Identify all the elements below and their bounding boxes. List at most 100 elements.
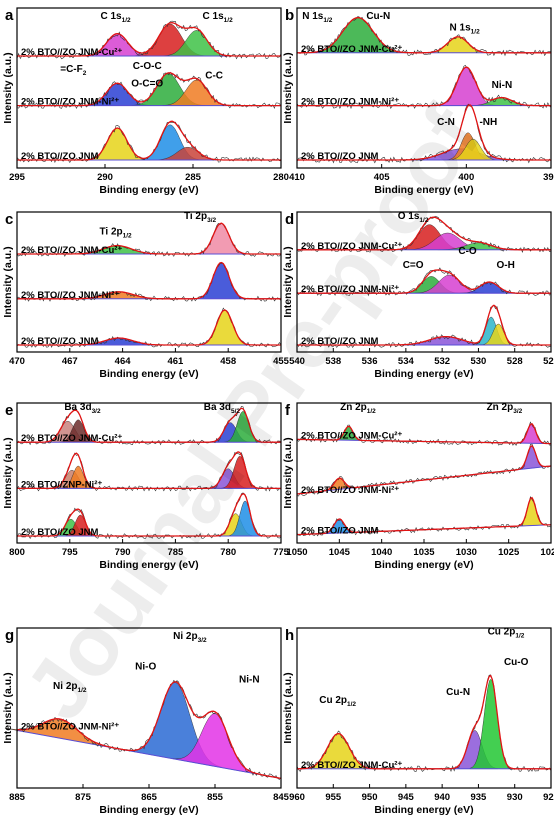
sample-label: 2% BTO//ZO JNM-Cu²⁺	[301, 241, 402, 252]
peak-annotation: Cu-N	[366, 11, 390, 22]
plot-frame	[16, 211, 282, 353]
spectrum: 2% BTO//ZO JNM-Cu²⁺	[296, 421, 552, 446]
sample-label: 2% BTO//ZO JNM-Ni²⁺	[21, 721, 119, 732]
x-tick-label: 855	[207, 792, 224, 803]
spectrum: 2% BTO//ZO JNM-Ni²⁺	[4, 679, 282, 780]
peak-annotation: O 1s1/2	[398, 211, 429, 224]
sample-label: 2% BTO//ZO JNM-Cu²⁺	[301, 44, 402, 55]
spectrum: 2% BTO//ZO JNM-Ni²⁺	[16, 71, 282, 110]
plot-frame	[296, 627, 552, 789]
peak-annotation: N 1s1/2	[302, 11, 333, 24]
plot-frame	[296, 7, 552, 169]
x-tick-label: 1035	[413, 547, 435, 558]
fit-envelope-line	[17, 222, 281, 255]
panel-d: d 2% BTO//ZO JNM-Cu²⁺ 2% BTO//ZO JNM-Ni²⁺ 2…	[282, 211, 554, 380]
peak-annotation: Cu 2p1/2	[488, 626, 525, 639]
peak-annotation: C-O	[458, 246, 477, 257]
sample-label: 2% BTO//ZO JNM	[301, 151, 379, 162]
sample-label: 2% BTO//ZNP-Ni²⁺	[21, 479, 102, 490]
sample-label: 2% BTO//ZO JNM-Ni²⁺	[301, 485, 399, 496]
panel-a: a 2% BTO//ZO JNM-Cu²⁺ 2% BTO//ZO JNM-Ni²⁺ 2…	[2, 7, 289, 196]
x-axis-label: Binding energy (eV)	[99, 559, 198, 571]
fit-envelope-line	[17, 681, 282, 780]
x-tick-label: 395	[543, 172, 554, 183]
x-tick-label: 800	[9, 547, 25, 558]
x-tick-label: 470	[9, 356, 25, 367]
peak-annotation: C-N	[437, 117, 455, 128]
x-tick-label: 1030	[456, 547, 477, 558]
panel-h: h 2% BTO//ZO JNM-Cu²⁺ Cu 2p1/2 Cu-O Cu-N Cu 2…	[282, 626, 554, 816]
y-axis-label: Intensity (a.u.)	[2, 52, 14, 123]
spectrum: 2% BTO//ZO JNM-Ni²⁺	[296, 64, 552, 110]
panel-b: b 2% BTO//ZO JNM-Cu²⁺ 2% BTO//ZO JNM-Ni²⁺ 2…	[282, 7, 554, 196]
sample-label: 2% BTO//ZO JNM-Cu²⁺	[21, 245, 122, 256]
spectrum: 2% BTO//ZO JNM-Ni²⁺	[16, 261, 282, 302]
fit-envelope-line	[17, 22, 281, 57]
spectrum: 2% BTO//ZO JNM-Cu²⁺	[296, 16, 552, 57]
component-peak	[199, 309, 251, 346]
sample-label: 2% BTO//ZO JNM-Ni²⁺	[301, 284, 399, 295]
peak-annotation: Cu-O	[504, 657, 529, 668]
x-tick-label: 455	[273, 356, 290, 367]
sample-label: 2% BTO//ZO JNM	[301, 336, 379, 347]
sample-label: 2% BTO//ZO JNM	[21, 527, 99, 538]
x-axis-label: Binding energy (eV)	[99, 804, 198, 816]
x-tick-label: 1025	[498, 547, 520, 558]
sample-label: 2% BTO//ZO JNM-Cu²⁺	[301, 760, 402, 771]
x-tick-label: 290	[97, 172, 113, 183]
x-tick-label: 532	[434, 356, 450, 367]
x-tick-label: 930	[507, 792, 523, 803]
x-tick-label: 940	[434, 792, 450, 803]
x-tick-label: 775	[273, 547, 290, 558]
spectrum: 2% BTO//ZO JNM	[296, 496, 552, 537]
peak-annotation: C 1s1/2	[203, 11, 234, 24]
panel-g: g 2% BTO//ZO JNM-Ni²⁺ Ni 2p3/2 Ni-O Ni-N Ni 2…	[2, 627, 290, 816]
peak-annotation: C-C	[205, 70, 223, 81]
fit-envelope-line	[17, 492, 281, 537]
x-tick-label: 780	[220, 547, 236, 558]
x-tick-label: 295	[9, 172, 26, 183]
fit-envelope-line	[296, 444, 552, 495]
sample-label: 2% BTO//ZO JNM-Cu²⁺	[21, 433, 122, 444]
y-axis-label: Intensity (a.u.)	[282, 246, 294, 317]
sample-label: 2% BTO//ZO JNM	[21, 336, 99, 347]
y-axis-label: Intensity (a.u.)	[2, 246, 14, 317]
spectrum: 2% BTO//ZO JNM	[296, 304, 552, 348]
x-tick-label: 536	[362, 356, 378, 367]
y-axis-label: Intensity (a.u.)	[2, 437, 14, 508]
peak-annotation: Cu-N	[446, 687, 470, 698]
y-axis-label: Intensity (a.u.)	[282, 437, 294, 508]
x-tick-label: 526	[543, 356, 554, 367]
x-tick-label: 540	[289, 356, 305, 367]
raw-data-line	[16, 20, 282, 60]
raw-data-line	[296, 16, 552, 57]
panel-label: d	[285, 211, 294, 228]
x-tick-label: 950	[362, 792, 378, 803]
x-tick-label: 280	[273, 172, 289, 183]
spectrum: 2% BTO//ZO JNM	[296, 103, 552, 164]
spectrum: 2% BTO//ZO JNM-Cu²⁺	[16, 20, 282, 60]
fit-envelope-line	[17, 120, 281, 161]
sample-label: 2% BTO//ZO JNM-Cu²⁺	[301, 430, 402, 441]
panel-label: f	[285, 402, 291, 419]
spectrum: 2% BTO//ZO JNM	[16, 492, 282, 540]
x-tick-label: 945	[398, 792, 415, 803]
x-tick-label: 865	[141, 792, 158, 803]
sample-label: 2% BTO//ZO JNM	[21, 151, 99, 162]
panel-label: h	[285, 627, 294, 644]
component-peak	[425, 36, 491, 53]
x-tick-label: 528	[507, 356, 523, 367]
spectrum: 2% BTO//ZO JNM-Cu²⁺	[16, 405, 282, 446]
peak-annotation: Zn 2p1/2	[340, 402, 376, 415]
y-axis-label: Intensity (a.u.)	[282, 672, 294, 743]
x-tick-label: 400	[458, 172, 474, 183]
peak-annotation: C 1s1/2	[100, 11, 131, 24]
spectrum: 2% BTO//ZO JNM-Cu²⁺	[296, 215, 552, 253]
fit-envelope-line	[17, 407, 281, 443]
spectrum: 2% BTO//ZO JNM	[16, 307, 282, 348]
fit-envelope-line	[297, 216, 551, 251]
x-tick-label: 1045	[329, 547, 351, 558]
plot-frame	[16, 7, 282, 169]
peak-annotation: Cu 2p1/2	[319, 695, 356, 708]
peak-annotation: N 1s1/2	[450, 22, 481, 35]
